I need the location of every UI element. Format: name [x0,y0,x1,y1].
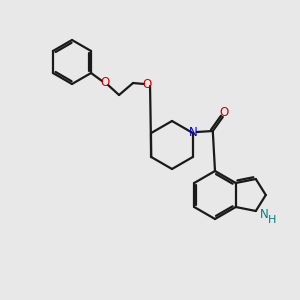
Text: O: O [100,76,110,89]
Text: O: O [219,106,228,119]
Text: O: O [142,79,152,92]
Text: N: N [188,127,197,140]
Text: N: N [260,208,268,220]
Text: H: H [268,215,276,225]
